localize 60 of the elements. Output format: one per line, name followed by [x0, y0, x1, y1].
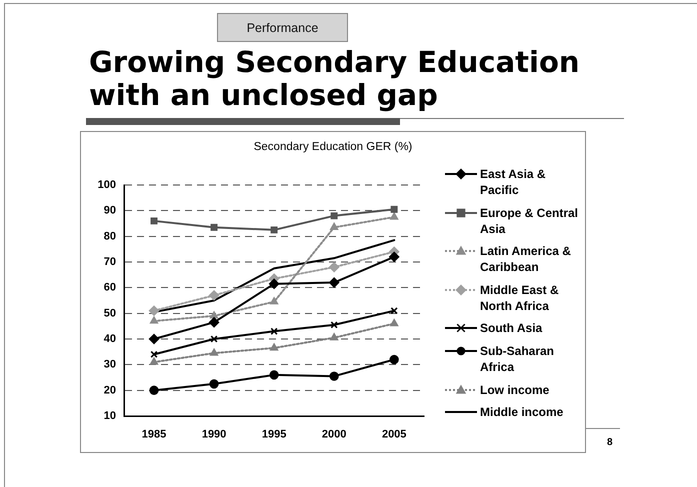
point — [330, 212, 338, 220]
y-tick-label: 10 — [104, 410, 116, 422]
x-tick-label: 2005 — [382, 428, 406, 441]
legend-label: Middle income — [480, 404, 564, 420]
point — [390, 206, 398, 213]
legend-label: Low income — [480, 382, 550, 398]
point — [269, 370, 279, 380]
x-tick-label: 1990 — [202, 428, 226, 441]
point — [390, 307, 398, 314]
point — [210, 224, 218, 231]
point — [270, 328, 278, 335]
legend-label: Middle East & North Africa — [480, 282, 560, 314]
point — [270, 226, 278, 234]
point — [150, 357, 158, 365]
point — [150, 316, 158, 324]
point — [390, 354, 399, 364]
point — [330, 321, 338, 329]
point — [210, 311, 218, 319]
y-tick-label: 90 — [104, 204, 116, 217]
point — [330, 222, 338, 230]
legend-label: Europe & Central Asia — [480, 204, 580, 237]
y-tick-label: 50 — [104, 307, 116, 320]
point — [210, 348, 218, 356]
x-tick-label: 1985 — [142, 428, 166, 441]
point — [328, 277, 340, 288]
point — [149, 386, 159, 395]
legend-label: East Asia & Pacific — [480, 166, 547, 198]
y-tick-label: 70 — [104, 256, 116, 268]
y-tick-label: 100 — [98, 179, 116, 192]
point — [209, 379, 219, 389]
point — [148, 306, 160, 316]
point — [328, 262, 340, 272]
chart-subtitle: Secondary Education GER (%) — [252, 141, 414, 153]
point — [148, 334, 160, 344]
legend-label: Sub-Saharan Africa — [480, 342, 556, 375]
point — [390, 318, 398, 326]
y-tick-label: 60 — [104, 282, 116, 294]
point — [208, 317, 220, 328]
y-tick-label: 30 — [104, 358, 116, 371]
section-tag: Performance — [217, 13, 348, 42]
point — [330, 333, 338, 340]
chart-title: Growing Secondary Education with an unclosed gap — [89, 45, 581, 112]
point — [270, 343, 278, 351]
legend-label: Latin America & Caribbean — [480, 243, 572, 276]
x-tick-label: 2000 — [322, 428, 346, 441]
point — [150, 217, 158, 224]
point — [268, 278, 280, 289]
text: 8 — [607, 437, 613, 448]
point — [210, 335, 218, 343]
point — [208, 290, 220, 301]
point — [270, 297, 278, 304]
point — [389, 252, 400, 262]
point — [150, 350, 158, 358]
y-tick-label: 80 — [104, 230, 116, 242]
x-tick-label: 1995 — [262, 428, 286, 441]
y-tick-label: 40 — [104, 333, 116, 346]
point — [390, 212, 398, 220]
legend-label: South Asia — [480, 320, 544, 336]
point — [329, 372, 339, 381]
y-tick-label: 20 — [104, 384, 116, 396]
